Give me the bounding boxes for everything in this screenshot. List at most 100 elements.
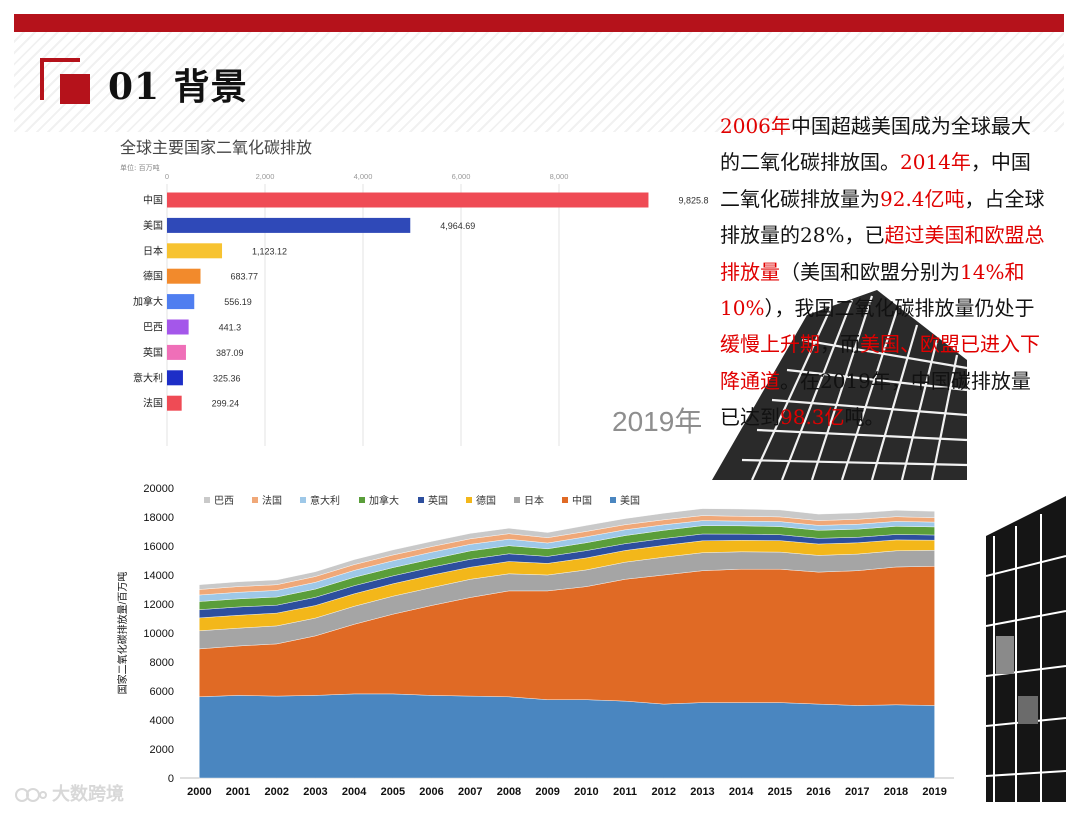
area-y-tick-label: 6000 [150,686,174,698]
bar-value-label: 325.36 [213,373,241,383]
body-text: （美国和欧盟分别为 [780,259,960,284]
area-x-tick-label: 2001 [226,786,250,798]
area-x-tick-label: 2005 [381,786,405,798]
legend-label: 日本 [524,494,544,507]
bar-x-tick-label: 0 [165,172,169,181]
area-y-tick-label: 0 [168,773,174,785]
area-x-tick-label: 2003 [303,786,327,798]
bar-mark [167,395,182,411]
watermark-logo-icon [15,788,47,802]
bar-value-label: 299.24 [212,399,240,409]
bar-value-label: 4,964.69 [440,221,475,231]
legend-swatch [359,497,365,503]
bar-value-label: 556.19 [224,297,252,307]
legend-label: 加拿大 [369,494,399,507]
area-y-tick-label: 16000 [143,541,174,553]
area-x-tick-label: 2019 [922,786,946,798]
highlight-text: 98.3亿 [780,405,845,430]
area-x-tick-label: 2009 [535,786,559,798]
area-x-tick-label: 2015 [768,786,792,798]
area-x-tick-label: 2017 [845,786,869,798]
area-y-tick-label: 12000 [143,599,174,611]
body-text: ，中国二氧化碳排放量为 [720,150,1031,211]
highlight-text: 14%和10% [720,259,1025,321]
area-x-tick-label: 2006 [419,786,443,798]
bar-value-label: 441.3 [219,323,242,333]
highlight-text: 92.4亿吨 [880,186,965,211]
legend-swatch [610,497,616,503]
area-x-tick-label: 2004 [342,786,367,798]
body-text: 吨。 [844,405,885,430]
bar-category-label: 美国 [143,219,163,232]
bar-mark [167,192,649,208]
area-chart: 0 2000 4000 6000 8000 10000 12000 14000 16000 180… [116,483,954,798]
area-y-tick-label: 4000 [150,715,174,727]
legend-label: 德国 [476,494,496,507]
area-x-tick-label: 2018 [884,786,908,798]
highlight-text: 2006年 [720,114,791,138]
building-photo-top [712,290,967,480]
legend-label: 法国 [262,494,282,507]
area-y-tick-label: 18000 [143,512,174,524]
watermark-text: 大数跨境 [52,784,124,805]
area-x-tick-label: 2011 [613,786,637,798]
bar-mark [167,217,411,233]
area-x-tick-label: 2002 [265,786,289,798]
area-y-tick-label: 2000 [150,744,174,756]
legend-label: 巴西 [214,495,234,507]
highlight-text: 2014年 [900,150,971,175]
building-photo-right [986,496,1066,802]
bar-mark [167,243,223,259]
body-text: 。在2019年，中国碳排放量已达到 [720,368,1031,430]
highlight-text: 超过美国和欧盟总排放量 [720,223,1045,284]
section-logo-frame [40,58,80,100]
legend-swatch [300,497,306,503]
area-x-tick-label: 2010 [574,786,598,798]
bar-mark [167,294,195,310]
area-series-美国 [199,693,935,779]
area-y-tick-label: 10000 [143,628,174,640]
legend-swatch [418,497,424,503]
bar-category-label: 巴西 [143,322,163,334]
bar-mark [167,319,189,335]
slide-title: 01 背景 [108,66,248,108]
description-text: 2006年中国超越美国成为全球最大的二氧化碳排放国。2014年，中国二氧化碳排放… [720,108,1050,436]
legend-label: 美国 [620,494,640,507]
bar-chart-title: 全球主要国家二氧化碳排放 [120,138,313,157]
area-series-巴西 [199,508,935,590]
bar-category-label: 意大利 [133,371,163,384]
bar-x-tick-label: 2,000 [256,172,275,181]
bar-category-label: 加拿大 [133,295,163,308]
area-y-tick-label: 8000 [150,657,174,669]
highlight-text: 美国、欧盟已进入下降通道 [720,332,1040,393]
legend-swatch [252,497,258,503]
body-text: ），我国二氧化碳排放量仍处于 [764,296,1035,321]
bar-category-label: 法国 [143,397,163,410]
area-x-tick-label: 2007 [458,786,482,798]
bar-value-label: 9,825.8 [678,196,708,206]
bar-chart: 0 2,000 4,000 6,000 8,000 中国 9,825.8 美国 4,964.69… [133,172,708,446]
area-x-tick-label: 2000 [187,786,211,798]
watermark: 大数跨境 [14,780,124,806]
bar-chart-unit: 单位: 百万吨 [120,164,160,172]
legend-label: 意大利 [310,494,340,507]
area-x-tick-label: 2013 [690,786,714,798]
bar-value-label: 1,123.12 [252,246,287,256]
year-label: 2019年 [612,406,703,437]
bar-mark [167,268,201,284]
area-x-tick-label: 2012 [652,786,676,798]
area-y-tick-label: 14000 [143,570,174,582]
body-text: ，占全球排放量的28%，已 [720,186,1045,248]
top-accent-bar [14,14,1064,32]
bar-mark [167,370,183,386]
bar-value-label: 683.77 [231,272,259,282]
bar-x-tick-label: 4,000 [354,172,373,181]
section-logo-square [60,74,90,104]
bar-mark [167,344,186,360]
bar-x-tick-label: 6,000 [452,172,471,181]
body-text: ，而 [820,332,860,357]
legend-swatch [466,497,472,503]
area-x-tick-label: 2016 [806,786,830,798]
bar-category-label: 英国 [143,346,163,359]
area-y-axis-label: 国家二氧化碳排放量/百万吨 [116,572,129,695]
